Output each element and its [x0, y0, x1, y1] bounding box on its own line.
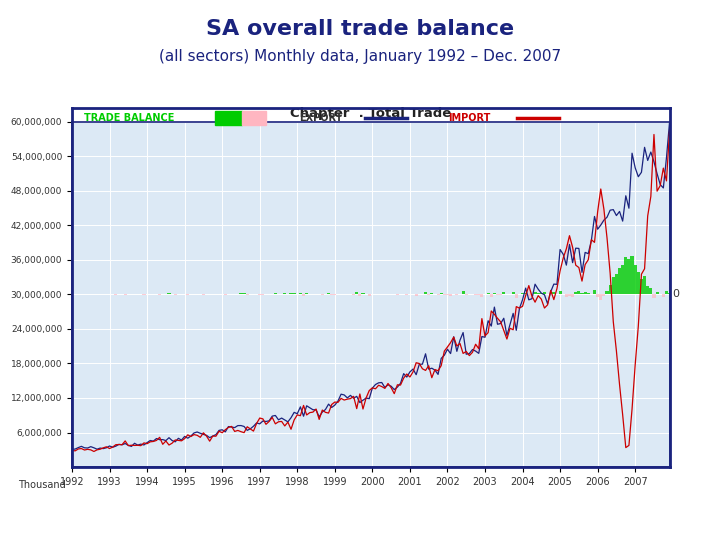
Bar: [490, 294, 492, 296]
Bar: [327, 293, 330, 294]
Bar: [215, 111, 243, 125]
Bar: [449, 294, 452, 296]
Bar: [462, 291, 464, 294]
Bar: [258, 294, 261, 295]
Bar: [302, 294, 305, 296]
Bar: [496, 294, 499, 295]
Bar: [571, 294, 574, 296]
Bar: [536, 293, 540, 294]
Bar: [431, 293, 433, 294]
Bar: [636, 272, 640, 294]
Bar: [492, 293, 496, 294]
Bar: [596, 294, 599, 297]
Bar: [521, 293, 524, 294]
Bar: [289, 293, 292, 294]
Text: Thousand: Thousand: [18, 480, 66, 490]
Bar: [274, 293, 277, 294]
Bar: [524, 293, 527, 294]
Bar: [368, 294, 371, 295]
Bar: [512, 292, 515, 294]
Bar: [424, 292, 427, 294]
Bar: [283, 293, 287, 294]
Bar: [627, 259, 631, 294]
Bar: [543, 292, 546, 294]
Bar: [552, 292, 555, 294]
Bar: [455, 294, 459, 295]
Bar: [359, 294, 361, 295]
Bar: [655, 292, 659, 294]
Bar: [568, 294, 571, 295]
Bar: [631, 256, 634, 294]
Bar: [599, 294, 603, 300]
Bar: [415, 294, 418, 296]
Bar: [527, 294, 531, 296]
Bar: [243, 293, 246, 294]
Bar: [646, 286, 649, 294]
Bar: [305, 293, 308, 294]
Bar: [515, 294, 518, 298]
Bar: [612, 278, 615, 294]
Bar: [243, 111, 266, 125]
Bar: [440, 293, 443, 294]
Bar: [487, 293, 490, 294]
Bar: [640, 279, 643, 294]
Bar: [587, 293, 590, 294]
Bar: [564, 294, 568, 297]
Bar: [443, 294, 446, 295]
Text: 0: 0: [672, 289, 680, 299]
Bar: [668, 293, 671, 294]
Bar: [665, 291, 668, 294]
Bar: [634, 265, 636, 294]
Bar: [606, 291, 608, 294]
Bar: [436, 294, 440, 295]
Bar: [621, 265, 624, 294]
Bar: [477, 294, 480, 295]
Text: (all sectors) Monthly data, January 1992 – Dec. 2007: (all sectors) Monthly data, January 1992…: [159, 49, 561, 64]
Bar: [503, 293, 505, 294]
Bar: [239, 293, 243, 294]
Bar: [299, 293, 302, 294]
Bar: [618, 268, 621, 294]
Text: EXPORT: EXPORT: [299, 113, 343, 123]
Bar: [643, 276, 646, 294]
Bar: [603, 294, 606, 296]
Bar: [246, 294, 249, 295]
Bar: [580, 293, 583, 294]
Text: SA overall trade balance: SA overall trade balance: [206, 19, 514, 39]
Bar: [574, 292, 577, 294]
Bar: [559, 291, 562, 294]
Bar: [593, 291, 596, 294]
Bar: [583, 293, 587, 294]
Bar: [615, 274, 618, 294]
Bar: [355, 293, 359, 294]
Bar: [624, 256, 627, 294]
Bar: [662, 294, 665, 298]
Bar: [534, 292, 536, 294]
Text: TRADE BALANCE: TRADE BALANCE: [84, 113, 174, 123]
Bar: [652, 294, 655, 299]
Bar: [474, 294, 477, 295]
Bar: [540, 293, 543, 294]
Bar: [292, 293, 296, 294]
Text: IMPORT: IMPORT: [449, 113, 491, 123]
Title: Chapter  . Total Trade: Chapter . Total Trade: [290, 107, 451, 120]
Bar: [608, 285, 612, 294]
Bar: [649, 288, 652, 294]
Bar: [577, 292, 580, 294]
Bar: [361, 293, 364, 294]
Bar: [168, 293, 171, 294]
Bar: [480, 294, 483, 297]
